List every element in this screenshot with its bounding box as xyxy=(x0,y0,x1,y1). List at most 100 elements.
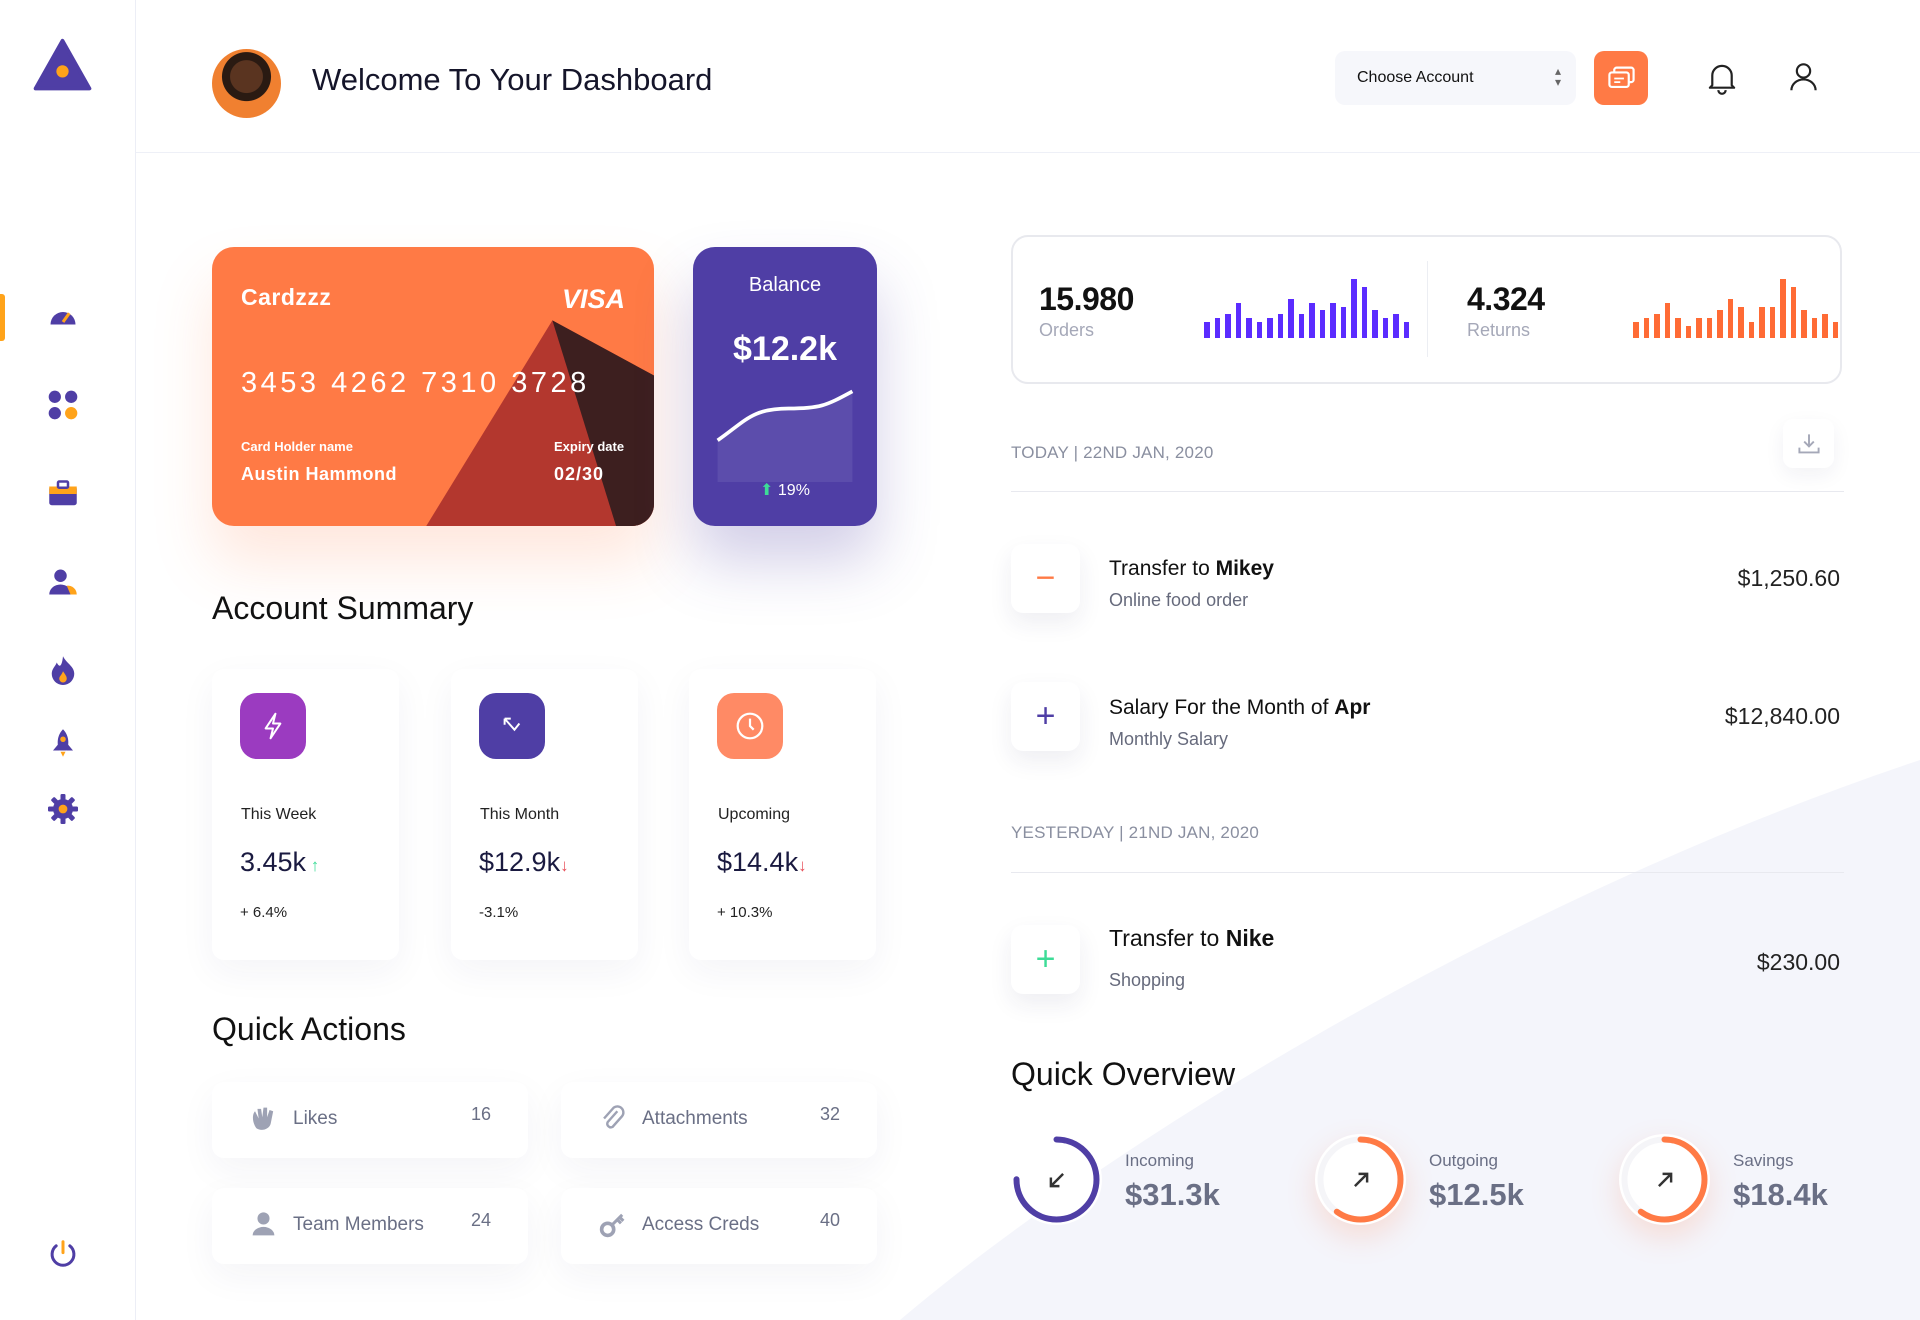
divider xyxy=(1011,872,1844,873)
chevron-updown-icon: ▴ ▾ xyxy=(1554,64,1561,89)
quick-action-likes[interactable]: Likes 16 xyxy=(212,1082,528,1158)
overview-value: $31.3k xyxy=(1125,1177,1220,1212)
quick-action-attachments[interactable]: Attachments 32 xyxy=(561,1082,877,1158)
orders-bar xyxy=(1288,298,1294,338)
quick-action-access-creds[interactable]: Access Creds 40 xyxy=(561,1188,877,1264)
summary-card-upcoming[interactable]: Upcoming $14.4k↓ + 10.3% xyxy=(689,669,876,960)
arrow-up-left-icon xyxy=(479,693,545,759)
holder-label: Card Holder name xyxy=(241,439,353,454)
returns-bar xyxy=(1822,314,1828,338)
balance-trend-line xyxy=(716,389,854,482)
today-header: TODAY | 22ND JAN, 2020 xyxy=(1011,443,1214,462)
progress-arc xyxy=(1317,1136,1404,1223)
returns-bar xyxy=(1675,318,1681,338)
orders-value: 15.980 xyxy=(1039,281,1134,317)
header: Welcome To Your Dashboard Choose Account… xyxy=(136,0,1920,153)
arrow-up-icon: ⬆ xyxy=(760,482,774,499)
returns-bar xyxy=(1727,298,1733,338)
logo-icon[interactable] xyxy=(33,37,92,91)
summary-value: 3.45k ↑ xyxy=(240,847,319,878)
orders-bar xyxy=(1393,314,1399,338)
dashboard-gauge-icon[interactable] xyxy=(47,301,79,333)
quick-action-label: Attachments xyxy=(642,1108,748,1129)
balance-card[interactable]: Balance $12.2k ⬆ 19% xyxy=(693,247,877,526)
summary-card-this-month[interactable]: This Month $12.9k↓ -3.1% xyxy=(451,669,638,960)
balance-value: $12.2k xyxy=(733,330,837,368)
returns-bar xyxy=(1696,318,1702,338)
messages-button[interactable] xyxy=(1594,51,1648,105)
summary-value-text: $12.9k xyxy=(479,847,561,877)
summary-card-this-week[interactable]: This Week 3.45k ↑ + 6.4% xyxy=(212,669,399,960)
download-button[interactable] xyxy=(1783,419,1834,468)
paperclip-icon xyxy=(603,1105,625,1129)
balance-label: Balance xyxy=(748,274,822,296)
arrow-up-icon: ↑ xyxy=(306,856,320,875)
overview-label: Outgoing xyxy=(1429,1151,1498,1170)
progress-arc xyxy=(1013,1136,1100,1223)
transaction-title[interactable]: Transfer to Nike xyxy=(1109,925,1274,952)
card-number: 3453 4262 7310 3728 xyxy=(241,367,590,399)
download-icon xyxy=(1797,433,1820,453)
overview-value: $18.4k xyxy=(1733,1177,1828,1212)
orders-bar xyxy=(1298,314,1304,338)
settings-gear-icon[interactable] xyxy=(47,793,79,825)
returns-sparkline xyxy=(1633,274,1838,338)
quick-action-team-members[interactable]: Team Members 24 xyxy=(212,1188,528,1264)
briefcase-icon[interactable] xyxy=(47,478,79,510)
tx-title-bold: Apr xyxy=(1334,696,1371,719)
overview-value: $12.5k xyxy=(1429,1177,1524,1212)
divider xyxy=(1427,261,1428,357)
arrow-down-icon: ↓ xyxy=(560,856,569,875)
returns-bar xyxy=(1801,310,1807,338)
transaction-amount: $230.00 xyxy=(1756,949,1840,975)
arrow-up-right-icon xyxy=(1657,1172,1672,1187)
returns-bar xyxy=(1717,310,1723,338)
plus-icon: + xyxy=(1011,925,1080,994)
orders-label: Orders xyxy=(1039,320,1095,340)
chat-icon xyxy=(1607,66,1635,88)
active-indicator xyxy=(0,294,5,341)
hand-icon xyxy=(252,1107,274,1130)
credit-card[interactable]: Cardzzz VISA 3453 4262 7310 3728 Card Ho… xyxy=(212,247,654,526)
orders-bar xyxy=(1403,322,1409,338)
transaction-subtitle: Monthly Salary xyxy=(1109,729,1229,749)
quick-action-count: 24 xyxy=(470,1210,491,1230)
arrow-down-icon: ↓ xyxy=(798,856,807,875)
select-label: Choose Account xyxy=(1357,69,1474,86)
balance-change-value: 19% xyxy=(777,482,810,499)
divider xyxy=(1011,491,1844,492)
orders-bar xyxy=(1330,302,1336,338)
choose-account-select[interactable]: Choose Account ▴ ▾ xyxy=(1335,51,1576,105)
progress-arc xyxy=(1621,1136,1708,1223)
expiry-label: Expiry date xyxy=(554,439,625,454)
transaction-title[interactable]: Salary For the Month of Apr xyxy=(1109,696,1370,720)
bell-icon[interactable] xyxy=(1706,61,1738,95)
orders-bar xyxy=(1319,310,1325,338)
quick-action-label: Likes xyxy=(293,1108,338,1129)
returns-bar xyxy=(1790,286,1796,338)
tx-title-bold: Mikey xyxy=(1215,557,1274,580)
key-icon xyxy=(599,1213,625,1238)
card-decoration xyxy=(426,320,654,526)
quick-action-label: Team Members xyxy=(293,1214,424,1235)
fire-icon[interactable] xyxy=(47,654,79,686)
summary-value: $14.4k↓ xyxy=(717,847,807,878)
summary-label: This Week xyxy=(241,806,317,823)
overview-progress-ring xyxy=(1619,1134,1710,1225)
rocket-icon[interactable] xyxy=(47,727,79,759)
quick-action-label: Access Creds xyxy=(642,1214,760,1235)
overview-label: Savings xyxy=(1733,1151,1794,1170)
stats-panel: 15.980 Orders 4.324 Returns xyxy=(1011,235,1842,384)
user-profile-icon[interactable] xyxy=(1789,61,1818,93)
summary-value: $12.9k↓ xyxy=(479,847,569,878)
page-title: Welcome To Your Dashboard xyxy=(312,62,713,97)
power-logout-icon[interactable] xyxy=(47,1238,79,1270)
avatar[interactable] xyxy=(212,49,281,118)
users-icon[interactable] xyxy=(47,566,79,598)
transaction-title[interactable]: Transfer to Mikey xyxy=(1109,557,1274,581)
holder-name: Austin Hammond xyxy=(241,464,398,484)
returns-bar xyxy=(1633,322,1639,338)
returns-bar xyxy=(1811,318,1817,338)
visa-logo: VISA xyxy=(561,284,625,314)
apps-grid-icon[interactable] xyxy=(47,389,79,421)
